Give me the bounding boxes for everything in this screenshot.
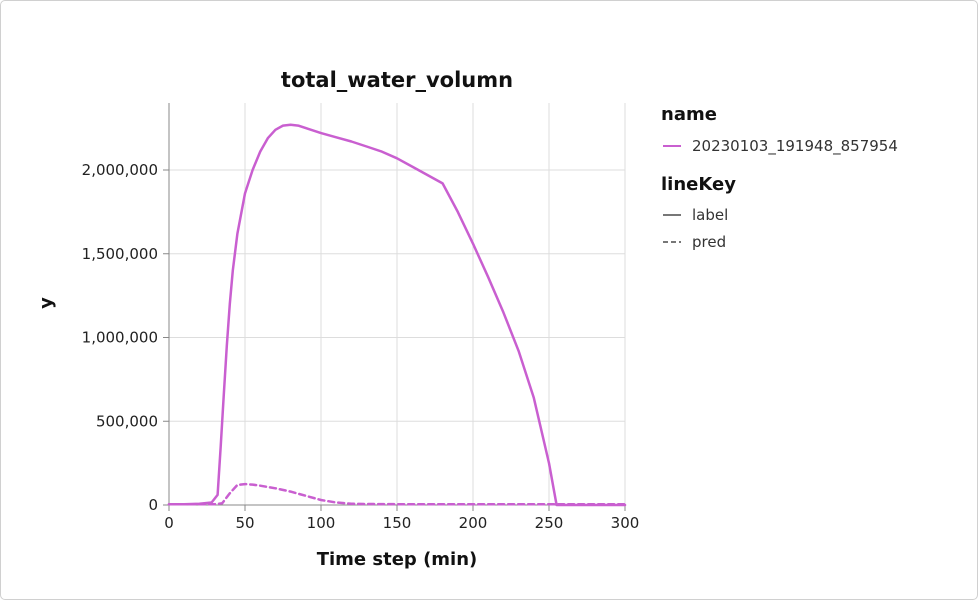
series-lines bbox=[167, 123, 627, 507]
legend: name 20230103_191948_857954 lineKey labe… bbox=[661, 104, 898, 251]
legend-name-title: name bbox=[661, 104, 717, 125]
y-tick-label: 1,500,000 bbox=[82, 245, 158, 263]
legend-entry-pred: pred bbox=[692, 233, 726, 251]
series-line-label bbox=[167, 123, 627, 507]
x-tick-label: 150 bbox=[383, 514, 412, 532]
legend-entry-label: label bbox=[692, 206, 728, 224]
x-tick-label: 100 bbox=[307, 514, 336, 532]
y-tick-label: 2,000,000 bbox=[82, 161, 158, 179]
x-axis-title: Time step (min) bbox=[317, 549, 478, 570]
x-tick-label: 250 bbox=[535, 514, 564, 532]
axes bbox=[163, 103, 626, 511]
x-tick-label: 0 bbox=[164, 514, 174, 532]
x-tick-label: 50 bbox=[235, 514, 254, 532]
y-tick-label: 500,000 bbox=[96, 412, 158, 430]
series-line-pred bbox=[167, 482, 627, 506]
y-tick-label: 1,000,000 bbox=[82, 329, 158, 347]
legend-entry-series: 20230103_191948_857954 bbox=[692, 137, 898, 156]
y-tick-label: 0 bbox=[148, 496, 158, 514]
legend-linekey-title: lineKey bbox=[661, 174, 736, 195]
x-tick-label: 300 bbox=[611, 514, 640, 532]
y-axis-title: y bbox=[36, 297, 57, 309]
x-tick-label: 200 bbox=[459, 514, 488, 532]
grid bbox=[168, 103, 626, 506]
chart-title: total_water_volumn bbox=[281, 68, 513, 92]
tick-labels: 0 50 100 150 200 250 300 0 500,000 1,000,000 1,500… bbox=[82, 161, 640, 532]
